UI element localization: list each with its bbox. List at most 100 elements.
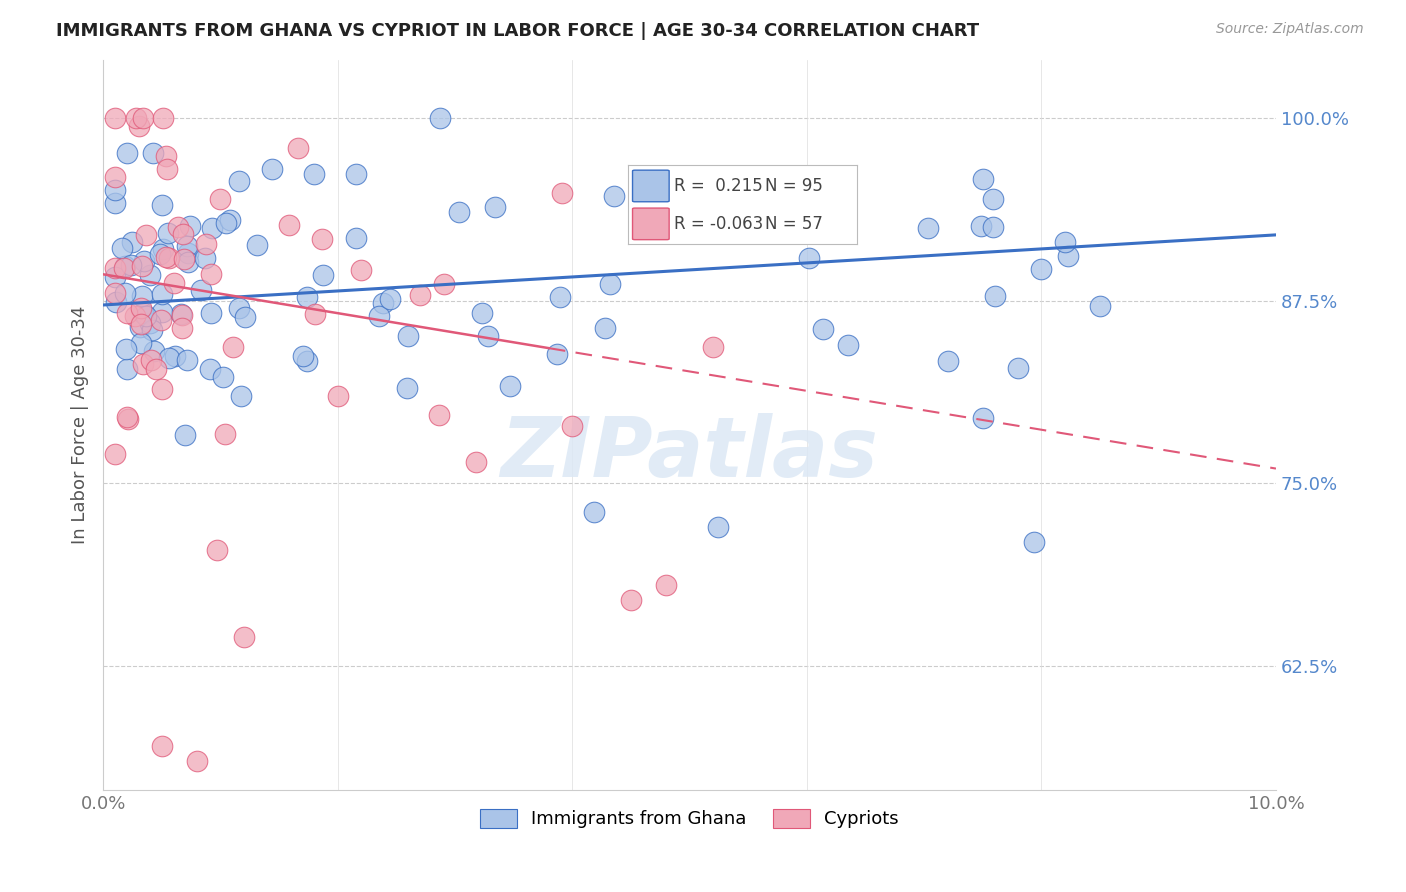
Point (155, 149, 177, 163)
Point (115, 409, 138, 424)
Point (115, 362, 138, 376)
Point (201, 220, 224, 235)
Point (427, 408, 450, 422)
Point (104, 196, 127, 211)
Point (132, 253, 155, 268)
Point (142, 146, 165, 161)
Point (599, 277, 621, 291)
Point (198, 362, 221, 376)
Point (150, 383, 173, 397)
Point (603, 189, 626, 203)
Point (121, 235, 143, 249)
Point (152, 286, 174, 301)
Point (550, 186, 572, 201)
Point (104, 261, 127, 276)
FancyBboxPatch shape (633, 170, 669, 202)
Point (981, 192, 1004, 206)
Point (219, 213, 242, 227)
Point (582, 505, 605, 519)
Point (232, 630, 254, 644)
Point (262, 162, 284, 177)
Point (295, 354, 318, 368)
Point (983, 289, 1005, 303)
Point (433, 277, 456, 291)
Point (477, 328, 499, 343)
Point (167, 219, 190, 234)
Point (114, 259, 136, 273)
Point (186, 754, 208, 768)
Point (344, 168, 367, 182)
Point (176, 239, 198, 253)
Point (125, 111, 148, 125)
Point (972, 172, 994, 186)
Point (499, 378, 522, 392)
Point (142, 344, 165, 359)
Point (115, 146, 138, 161)
Point (655, 578, 678, 592)
Point (1007, 361, 1029, 376)
Point (209, 192, 232, 206)
Point (138, 268, 160, 282)
Text: N = 95: N = 95 (765, 177, 823, 194)
Point (1029, 261, 1052, 276)
Point (561, 419, 583, 434)
Point (409, 287, 432, 301)
Point (449, 205, 471, 219)
Point (312, 268, 335, 283)
Point (205, 543, 228, 558)
Point (156, 161, 179, 176)
Point (797, 251, 820, 265)
Point (115, 342, 138, 356)
Point (190, 283, 212, 297)
Point (129, 301, 152, 316)
Point (124, 309, 146, 323)
Point (150, 305, 173, 319)
Point (104, 183, 127, 197)
Point (120, 258, 142, 272)
Point (981, 220, 1004, 235)
Point (114, 286, 136, 301)
Point (917, 221, 939, 235)
Point (174, 428, 197, 442)
Point (593, 321, 616, 335)
Point (344, 231, 367, 245)
Point (813, 322, 835, 336)
Point (145, 362, 167, 376)
Point (1057, 249, 1080, 263)
Point (546, 347, 568, 361)
Point (464, 455, 486, 469)
Point (302, 167, 325, 181)
Point (132, 306, 155, 320)
Point (131, 289, 153, 303)
Point (1024, 534, 1046, 549)
Point (295, 290, 318, 304)
Point (135, 227, 157, 242)
Point (291, 349, 314, 363)
Point (141, 323, 163, 337)
Point (179, 219, 201, 233)
Point (135, 309, 157, 323)
Point (200, 267, 222, 281)
Point (177, 255, 200, 269)
Point (157, 351, 180, 366)
Point (936, 353, 959, 368)
Point (132, 358, 155, 372)
Point (176, 353, 198, 368)
Point (221, 339, 243, 353)
Point (1053, 235, 1076, 249)
Point (149, 246, 172, 260)
Point (155, 250, 177, 264)
Point (139, 316, 162, 330)
Point (328, 389, 350, 403)
Point (194, 251, 217, 265)
Point (837, 338, 859, 352)
Point (128, 119, 150, 133)
Point (195, 237, 218, 252)
Point (115, 306, 138, 320)
Point (212, 369, 235, 384)
Text: Source: ZipAtlas.com: Source: ZipAtlas.com (1216, 22, 1364, 37)
Point (131, 336, 153, 351)
FancyBboxPatch shape (633, 208, 669, 240)
Point (278, 218, 301, 232)
Point (396, 328, 419, 343)
